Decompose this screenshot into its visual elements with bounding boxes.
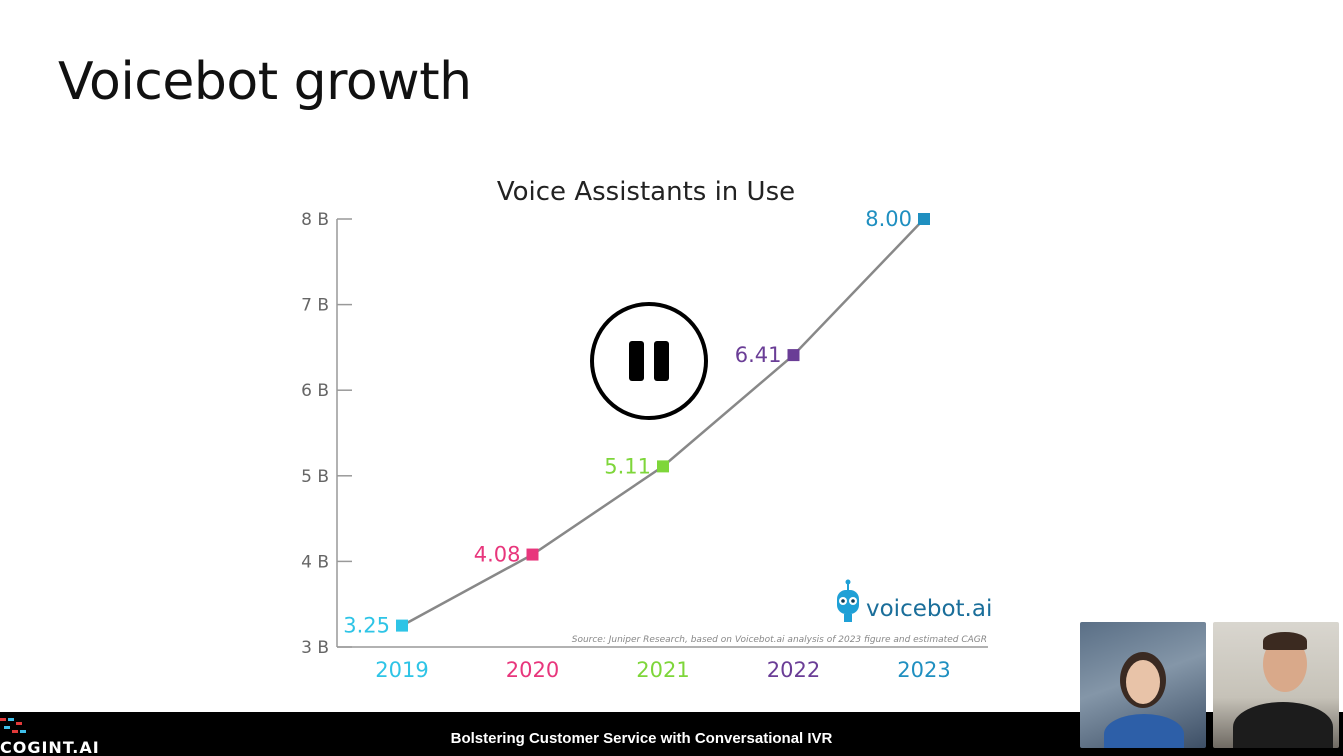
x-axis: 2019 2020 2021 2022 2023	[337, 646, 988, 682]
participant-2-hair	[1263, 632, 1307, 650]
brand-name: COGINT.AI	[0, 738, 100, 756]
data-label: 4.08	[474, 543, 521, 567]
pause-button[interactable]	[590, 302, 708, 420]
data-point	[918, 213, 930, 225]
x-tick-label: 2019	[375, 658, 428, 682]
pause-icon-bar	[654, 341, 669, 381]
participant-video-2[interactable]	[1213, 622, 1339, 748]
chart-source: Source: Juniper Research, based on Voice…	[572, 635, 987, 645]
y-tick-label: 8 B	[301, 210, 329, 230]
participant-1-face	[1126, 660, 1160, 704]
x-tick-label: 2021	[636, 658, 689, 682]
cogint-logo-icon	[0, 718, 26, 733]
data-point	[787, 349, 800, 362]
data-label: 8.00	[865, 207, 912, 231]
data-points: 3.25 4.08 5.11 6.41 8.00	[343, 207, 930, 638]
participant-2-body	[1233, 702, 1333, 748]
y-tick-label: 5 B	[301, 467, 329, 487]
x-tick-label: 2023	[897, 658, 950, 682]
voicebot-logo: voicebot.ai	[837, 579, 992, 622]
pause-icon	[629, 341, 644, 381]
chart-title: Voice Assistants in Use	[497, 177, 795, 207]
presentation-title: Bolstering Customer Service with Convers…	[450, 730, 833, 747]
data-point	[526, 548, 539, 561]
y-axis: 3 B 4 B 5 B 6 B 7 B 8 B	[301, 210, 352, 658]
robot-icon	[837, 579, 859, 622]
y-tick-label: 7 B	[301, 296, 329, 316]
x-tick-label: 2020	[506, 658, 559, 682]
slide-title: Voicebot growth	[58, 52, 472, 112]
data-label: 3.25	[343, 614, 390, 638]
data-point	[657, 460, 669, 473]
participant-1-body	[1104, 714, 1184, 748]
y-tick-label: 3 B	[301, 638, 329, 658]
voicebot-logo-text: voicebot.ai	[866, 596, 992, 622]
data-point	[396, 619, 408, 632]
data-label: 5.11	[604, 454, 651, 478]
data-label: 6.41	[735, 343, 782, 367]
voice-assistants-chart: Voice Assistants in Use 3 B 4 B 5 B 6 B 7 B 8…	[301, 177, 992, 682]
x-tick-label: 2022	[767, 658, 820, 682]
y-tick-label: 6 B	[301, 381, 329, 401]
y-tick-label: 4 B	[301, 552, 329, 572]
participant-video-1[interactable]	[1080, 622, 1206, 748]
